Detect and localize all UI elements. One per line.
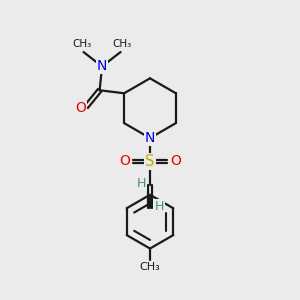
Text: O: O	[170, 154, 181, 168]
Text: O: O	[119, 154, 130, 168]
Text: CH₃: CH₃	[140, 262, 160, 272]
Text: CH₃: CH₃	[72, 39, 92, 49]
Text: CH₃: CH₃	[112, 39, 132, 49]
Text: N: N	[145, 131, 155, 145]
Text: O: O	[75, 101, 86, 115]
Text: N: N	[97, 59, 107, 73]
Text: H: H	[154, 200, 164, 213]
Text: S: S	[145, 154, 155, 169]
Text: H: H	[136, 177, 146, 190]
